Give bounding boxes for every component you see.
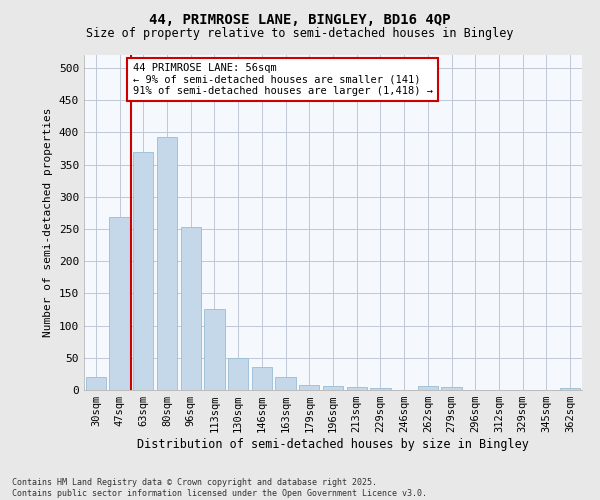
Bar bbox=[560, 388, 580, 390]
Bar bbox=[181, 227, 201, 390]
Text: 44 PRIMROSE LANE: 56sqm
← 9% of semi-detached houses are smaller (141)
91% of se: 44 PRIMROSE LANE: 56sqm ← 9% of semi-det… bbox=[133, 62, 433, 96]
Text: 44, PRIMROSE LANE, BINGLEY, BD16 4QP: 44, PRIMROSE LANE, BINGLEY, BD16 4QP bbox=[149, 12, 451, 26]
Bar bbox=[109, 218, 130, 390]
Y-axis label: Number of semi-detached properties: Number of semi-detached properties bbox=[43, 108, 53, 337]
Bar bbox=[86, 377, 106, 390]
Bar bbox=[275, 377, 296, 390]
Bar bbox=[133, 152, 154, 390]
Bar bbox=[442, 387, 461, 390]
Bar bbox=[299, 385, 319, 390]
Bar bbox=[228, 358, 248, 390]
Text: Contains HM Land Registry data © Crown copyright and database right 2025.
Contai: Contains HM Land Registry data © Crown c… bbox=[12, 478, 427, 498]
X-axis label: Distribution of semi-detached houses by size in Bingley: Distribution of semi-detached houses by … bbox=[137, 438, 529, 451]
Bar bbox=[347, 388, 367, 390]
Bar bbox=[157, 137, 177, 390]
Bar bbox=[205, 310, 224, 390]
Bar bbox=[252, 368, 272, 390]
Text: Size of property relative to semi-detached houses in Bingley: Size of property relative to semi-detach… bbox=[86, 28, 514, 40]
Bar bbox=[418, 386, 438, 390]
Bar bbox=[323, 386, 343, 390]
Bar bbox=[370, 388, 391, 390]
